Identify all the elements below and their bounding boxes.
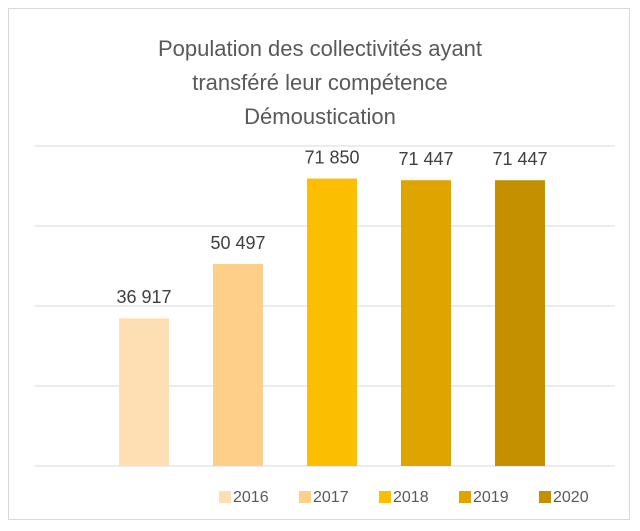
legend-label: 2018 (393, 489, 429, 506)
bar (119, 318, 169, 466)
legend-label: 2016 (233, 489, 269, 506)
bar (307, 178, 357, 466)
bar (401, 180, 451, 466)
legend-swatch (539, 491, 551, 503)
legend-swatch (379, 491, 391, 503)
data-label: 71 447 (492, 149, 547, 169)
bar (495, 180, 545, 466)
legend-swatch (459, 491, 471, 503)
legend-swatch (299, 491, 311, 503)
bar (213, 264, 263, 466)
data-label: 71 850 (304, 147, 359, 167)
legend-label: 2017 (313, 489, 349, 506)
legend-label: 2019 (473, 489, 509, 506)
data-label: 36 917 (116, 287, 171, 307)
legend-swatch (219, 491, 231, 503)
legend-label: 2020 (553, 489, 589, 506)
chart-title: Population des collectivités ayant trans… (157, 36, 483, 129)
chart-frame (8, 8, 630, 520)
data-label: 50 497 (210, 233, 265, 253)
data-label: 71 447 (398, 149, 453, 169)
